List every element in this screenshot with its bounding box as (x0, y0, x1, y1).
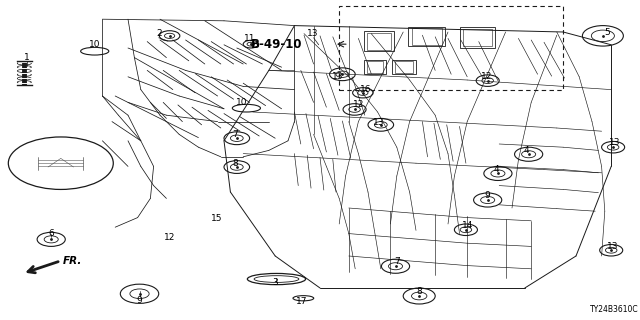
Text: 13: 13 (307, 29, 318, 38)
Text: 11: 11 (244, 34, 255, 43)
Text: 9: 9 (485, 191, 490, 200)
Text: 10: 10 (89, 40, 100, 49)
Text: 3: 3 (273, 278, 278, 287)
Text: 12: 12 (164, 233, 175, 242)
Text: 14: 14 (461, 221, 473, 230)
Text: B-49-10: B-49-10 (251, 38, 302, 51)
Text: 9: 9 (137, 296, 142, 305)
Text: FR.: FR. (63, 256, 82, 267)
Bar (364, 60, 386, 74)
Bar (463, 29, 492, 46)
Text: 4: 4 (524, 146, 529, 155)
Text: 7: 7 (394, 257, 399, 266)
Bar (392, 60, 416, 74)
Text: 4: 4 (493, 165, 499, 174)
Text: 8: 8 (233, 159, 238, 168)
Text: 2: 2 (156, 29, 161, 38)
Text: 1: 1 (24, 53, 29, 62)
Text: 13: 13 (373, 118, 385, 127)
Text: 13: 13 (332, 72, 344, 81)
Bar (460, 27, 495, 48)
Text: 13: 13 (607, 242, 619, 251)
Text: 15: 15 (211, 214, 222, 223)
Text: TY24B3610C: TY24B3610C (590, 305, 639, 314)
Bar (367, 61, 383, 73)
Text: 12: 12 (481, 72, 492, 81)
Bar (412, 28, 442, 45)
Bar (395, 61, 413, 73)
Text: 5: 5 (604, 28, 609, 36)
Bar (364, 31, 394, 51)
Text: 6: 6 (49, 229, 54, 238)
Bar (339, 6, 563, 90)
Text: 17: 17 (296, 297, 308, 306)
Text: 12: 12 (353, 100, 364, 109)
Text: 7: 7 (233, 130, 238, 139)
Bar (408, 27, 445, 46)
Text: 8: 8 (417, 287, 422, 296)
Text: 10: 10 (236, 98, 248, 107)
Bar (367, 33, 391, 50)
Text: 16: 16 (360, 85, 372, 94)
Text: 13: 13 (609, 138, 620, 147)
